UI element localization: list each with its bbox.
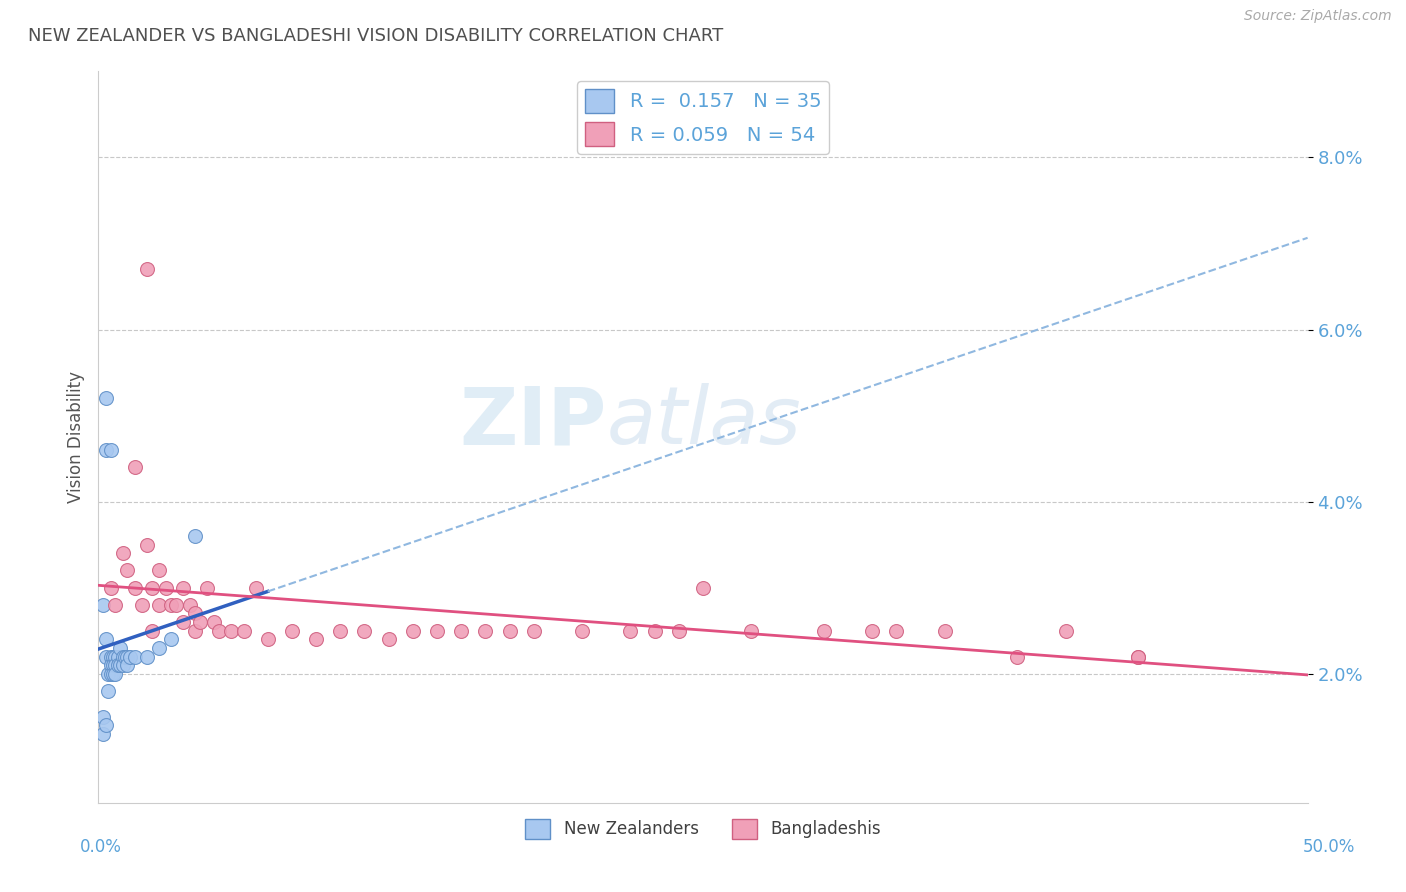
Point xyxy=(148,640,170,655)
Point xyxy=(860,624,883,638)
Point xyxy=(256,632,278,647)
Point xyxy=(141,581,163,595)
Point xyxy=(114,649,136,664)
Point xyxy=(124,581,146,595)
Point xyxy=(108,658,131,673)
Point xyxy=(1054,624,1077,638)
Point xyxy=(204,615,226,629)
Point xyxy=(402,624,425,638)
Point xyxy=(1128,649,1150,664)
Point xyxy=(135,538,157,552)
Text: 50.0%: 50.0% xyxy=(1302,838,1355,855)
Point xyxy=(172,581,194,595)
Point xyxy=(377,632,399,647)
Point xyxy=(474,624,496,638)
Point xyxy=(571,624,593,638)
Point xyxy=(101,658,124,673)
Point xyxy=(108,640,131,655)
Point xyxy=(100,666,122,681)
Point xyxy=(619,624,641,638)
Point xyxy=(221,624,243,638)
Point xyxy=(94,392,117,406)
Point xyxy=(101,649,124,664)
Point xyxy=(740,624,762,638)
Legend: New Zealanders, Bangladeshis: New Zealanders, Bangladeshis xyxy=(519,812,887,846)
Point xyxy=(172,615,194,629)
Point xyxy=(91,598,114,612)
Point xyxy=(104,658,127,673)
Point xyxy=(104,598,127,612)
Point xyxy=(135,262,157,277)
Point xyxy=(184,624,207,638)
Point xyxy=(232,624,254,638)
Point xyxy=(148,564,170,578)
Point xyxy=(281,624,304,638)
Point xyxy=(644,624,666,638)
Point xyxy=(1007,649,1029,664)
Y-axis label: Vision Disability: Vision Disability xyxy=(66,371,84,503)
Point xyxy=(97,684,120,698)
Point xyxy=(100,649,122,664)
Point xyxy=(124,649,146,664)
Point xyxy=(305,632,328,647)
Point xyxy=(104,649,127,664)
Point xyxy=(692,581,714,595)
Text: NEW ZEALANDER VS BANGLADESHI VISION DISABILITY CORRELATION CHART: NEW ZEALANDER VS BANGLADESHI VISION DISA… xyxy=(28,27,723,45)
Point xyxy=(117,649,139,664)
Point xyxy=(135,649,157,664)
Point xyxy=(94,718,117,732)
Point xyxy=(195,581,218,595)
Point xyxy=(118,649,141,664)
Point xyxy=(100,658,122,673)
Point xyxy=(160,598,183,612)
Point xyxy=(124,460,146,475)
Point xyxy=(107,649,129,664)
Point xyxy=(886,624,908,638)
Point xyxy=(111,658,134,673)
Point xyxy=(111,546,134,560)
Point xyxy=(104,666,127,681)
Point xyxy=(208,624,231,638)
Point xyxy=(426,624,449,638)
Point xyxy=(934,624,956,638)
Point xyxy=(184,529,207,543)
Point xyxy=(523,624,546,638)
Point xyxy=(813,624,835,638)
Text: ZIP: ZIP xyxy=(458,384,606,461)
Point xyxy=(329,624,352,638)
Point xyxy=(245,581,267,595)
Text: 0.0%: 0.0% xyxy=(80,838,122,855)
Point xyxy=(117,658,139,673)
Point xyxy=(94,632,117,647)
Point xyxy=(91,727,114,741)
Point xyxy=(131,598,153,612)
Point xyxy=(100,442,122,457)
Point xyxy=(117,564,139,578)
Point xyxy=(188,615,211,629)
Point xyxy=(141,624,163,638)
Point xyxy=(179,598,201,612)
Point xyxy=(97,666,120,681)
Point xyxy=(111,649,134,664)
Text: atlas: atlas xyxy=(606,384,801,461)
Point xyxy=(498,624,520,638)
Point xyxy=(160,632,183,647)
Point xyxy=(107,658,129,673)
Point xyxy=(94,442,117,457)
Point xyxy=(148,598,170,612)
Point xyxy=(1128,649,1150,664)
Point xyxy=(94,649,117,664)
Point xyxy=(155,581,177,595)
Point xyxy=(184,607,207,621)
Point xyxy=(450,624,472,638)
Point xyxy=(91,710,114,724)
Point xyxy=(101,666,124,681)
Point xyxy=(165,598,187,612)
Text: Source: ZipAtlas.com: Source: ZipAtlas.com xyxy=(1244,9,1392,23)
Point xyxy=(668,624,690,638)
Point xyxy=(100,581,122,595)
Point xyxy=(353,624,375,638)
